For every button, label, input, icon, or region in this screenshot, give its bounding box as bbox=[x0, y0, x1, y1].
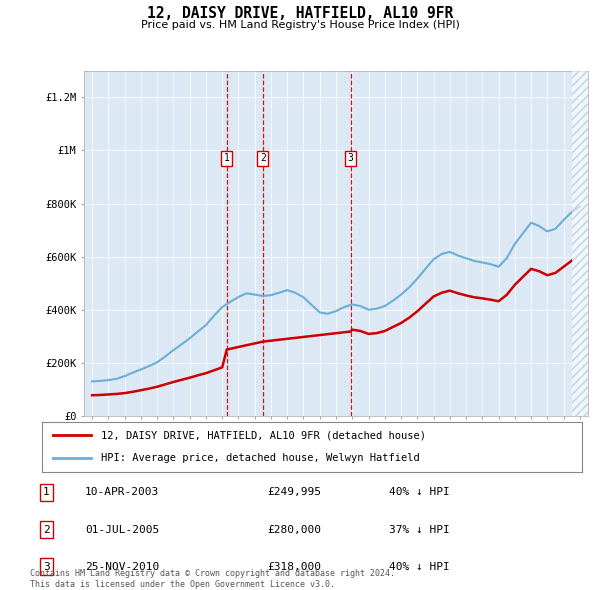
Text: 2: 2 bbox=[43, 525, 50, 535]
Text: HPI: Average price, detached house, Welwyn Hatfield: HPI: Average price, detached house, Welw… bbox=[101, 454, 420, 464]
Text: £249,995: £249,995 bbox=[268, 487, 322, 497]
Text: Contains HM Land Registry data © Crown copyright and database right 2024.
This d: Contains HM Land Registry data © Crown c… bbox=[30, 569, 395, 589]
Text: 40% ↓ HPI: 40% ↓ HPI bbox=[389, 487, 449, 497]
Text: 37% ↓ HPI: 37% ↓ HPI bbox=[389, 525, 449, 535]
Text: 40% ↓ HPI: 40% ↓ HPI bbox=[389, 562, 449, 572]
Text: 10-APR-2003: 10-APR-2003 bbox=[85, 487, 160, 497]
Text: Price paid vs. HM Land Registry's House Price Index (HPI): Price paid vs. HM Land Registry's House … bbox=[140, 20, 460, 30]
Text: 3: 3 bbox=[347, 153, 353, 163]
Text: £280,000: £280,000 bbox=[268, 525, 322, 535]
Text: 1: 1 bbox=[224, 153, 230, 163]
Text: 01-JUL-2005: 01-JUL-2005 bbox=[85, 525, 160, 535]
Text: 1: 1 bbox=[43, 487, 50, 497]
Text: 3: 3 bbox=[43, 562, 50, 572]
Text: 2: 2 bbox=[260, 153, 266, 163]
Text: 12, DAISY DRIVE, HATFIELD, AL10 9FR: 12, DAISY DRIVE, HATFIELD, AL10 9FR bbox=[147, 6, 453, 21]
Text: 25-NOV-2010: 25-NOV-2010 bbox=[85, 562, 160, 572]
Text: 12, DAISY DRIVE, HATFIELD, AL10 9FR (detached house): 12, DAISY DRIVE, HATFIELD, AL10 9FR (det… bbox=[101, 430, 427, 440]
Bar bbox=[572, 71, 588, 416]
Text: £318,000: £318,000 bbox=[268, 562, 322, 572]
